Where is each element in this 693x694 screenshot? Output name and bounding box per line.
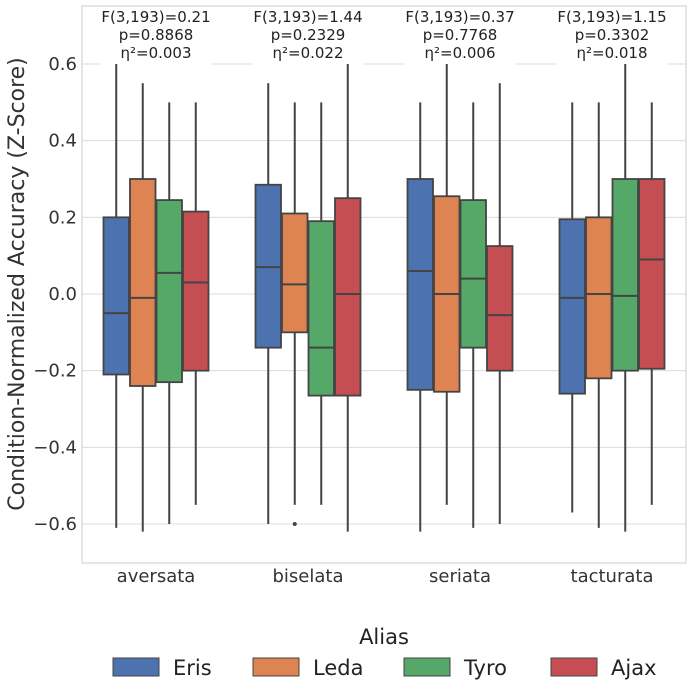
annotation-f-stat: F(3,193)=0.21 xyxy=(101,8,210,26)
annotation-p-value: p=0.2329 xyxy=(271,26,346,44)
annotation-f-stat: F(3,193)=0.37 xyxy=(405,8,514,26)
y-axis-label: Condition-Normalized Accuracy (Z-Score) xyxy=(5,57,30,511)
box-ajax-seriata xyxy=(486,83,514,524)
legend-swatch-tyro xyxy=(403,657,451,677)
box-iqr xyxy=(102,216,130,376)
box-ajax-tacturata xyxy=(638,102,666,505)
plot-frame xyxy=(81,5,687,564)
x-axis: aversata biselata seriata tacturata xyxy=(117,566,654,587)
annotation-p-value: p=0.7768 xyxy=(423,26,498,44)
box-leda-tacturata xyxy=(585,102,613,528)
box-iqr xyxy=(307,220,335,397)
annotation-background xyxy=(405,58,515,66)
annotation-f-stat: F(3,193)=1.44 xyxy=(253,8,362,26)
legend: Alias Eris Leda Tyro Ajax xyxy=(112,625,657,680)
box-tyro-seriata xyxy=(459,102,487,528)
legend-title: Alias xyxy=(359,625,409,649)
y-tick-label: 0.4 xyxy=(48,131,77,152)
x-tick-label: tacturata xyxy=(571,566,654,587)
y-tick-label: −0.4 xyxy=(33,437,77,458)
annotation-background xyxy=(557,58,667,66)
box-iqr xyxy=(281,212,309,334)
x-tick-label: aversata xyxy=(117,566,196,587)
box-tyro-tacturata xyxy=(611,64,639,532)
outlier-point xyxy=(292,521,297,526)
box-iqr xyxy=(129,178,157,387)
y-tick-label: 0.0 xyxy=(48,284,77,305)
annotation-effect-size: η²=0.003 xyxy=(120,44,191,62)
box-iqr xyxy=(558,218,586,395)
box-ajax-biselata xyxy=(334,64,362,532)
box-eris-seriata xyxy=(406,102,434,532)
annotation-effect-size: η²=0.006 xyxy=(424,44,495,62)
box-iqr xyxy=(459,199,487,349)
box-eris-aversata xyxy=(102,64,130,528)
annotation-p-value: p=0.8868 xyxy=(119,26,194,44)
legend-label-leda: Leda xyxy=(313,656,363,680)
box-leda-aversata xyxy=(129,83,157,532)
box-iqr xyxy=(155,199,183,384)
legend-swatch-eris xyxy=(112,657,160,677)
box-iqr xyxy=(406,178,434,391)
legend-swatch-leda xyxy=(252,657,300,677)
box-eris-tacturata xyxy=(558,102,586,513)
annotation-p-value: p=0.3302 xyxy=(575,26,650,44)
box-leda-biselata xyxy=(281,102,309,526)
box-eris-biselata xyxy=(254,83,282,524)
box-tyro-biselata xyxy=(307,102,335,505)
box-iqr xyxy=(182,210,210,372)
annotation-effect-size: η²=0.022 xyxy=(272,44,343,62)
box-ajax-aversata xyxy=(182,102,210,505)
x-tick-label: seriata xyxy=(429,566,491,587)
annotation-f-stat: F(3,193)=1.15 xyxy=(557,8,666,26)
y-axis: 0.6 0.4 0.2 0.0 −0.2 −0.4 −0.6 xyxy=(33,54,77,535)
box-leda-seriata xyxy=(433,64,461,505)
legend-label-ajax: Ajax xyxy=(611,656,657,680)
y-tick-label: 0.6 xyxy=(48,54,77,75)
box-iqr xyxy=(486,245,514,372)
x-tick-label: biselata xyxy=(273,566,344,587)
y-tick-label: −0.2 xyxy=(33,361,77,382)
annotation-background xyxy=(101,58,211,66)
y-tick-label: −0.6 xyxy=(33,514,77,535)
legend-label-eris: Eris xyxy=(173,656,212,680)
y-tick-label: 0.2 xyxy=(48,207,77,228)
box-iqr xyxy=(334,197,362,397)
box-iqr xyxy=(611,178,639,372)
annotation-effect-size: η²=0.018 xyxy=(576,44,647,62)
boxes-layer xyxy=(102,64,666,532)
box-tyro-aversata xyxy=(155,102,183,524)
annotation-background xyxy=(253,58,363,66)
legend-label-tyro: Tyro xyxy=(463,656,507,680)
legend-swatch-ajax xyxy=(550,657,598,677)
box-iqr xyxy=(585,216,613,380)
box-iqr xyxy=(638,178,666,370)
